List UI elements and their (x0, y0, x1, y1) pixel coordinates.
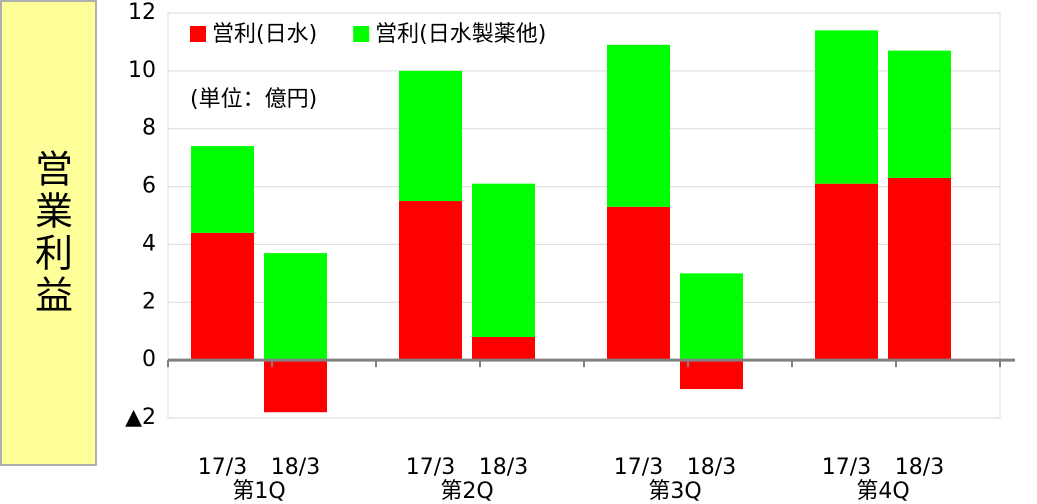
bar (399, 201, 462, 361)
bar (191, 232, 254, 361)
bar (399, 70, 462, 202)
bar (680, 360, 743, 390)
y-tick-label: 6 (142, 174, 156, 199)
bar (815, 183, 878, 361)
bar (680, 273, 743, 361)
annotation: (単位：億円) (190, 87, 317, 112)
group-label: 第3Q (648, 479, 701, 504)
legend-label: 営利(日水) (212, 22, 317, 47)
x-tick-label: 18/3 (271, 455, 320, 480)
legend-swatch (353, 26, 370, 42)
bar (191, 146, 254, 233)
bar (888, 50, 951, 178)
bar (888, 177, 951, 361)
y-tick-label: 2 (142, 289, 156, 314)
x-tick-label: 17/3 (614, 455, 663, 480)
y-tick-label: ▲2 (125, 405, 156, 430)
ylabel-box (0, 0, 97, 466)
bar (815, 30, 878, 184)
y-tick-label: 10 (128, 58, 156, 83)
legend-swatch (190, 26, 206, 42)
group-label: 第4Q (856, 479, 909, 504)
y-tick-label: 0 (142, 347, 156, 372)
y-axis-label: 営業利益 (29, 149, 73, 317)
x-tick-label: 18/3 (895, 455, 944, 480)
legend-label: 営利(日水製薬他) (375, 22, 546, 47)
group-label: 第1Q (232, 479, 285, 504)
bar (472, 183, 535, 337)
x-tick-label: 18/3 (687, 455, 736, 480)
bar (607, 206, 670, 361)
x-tick-label: 17/3 (822, 455, 871, 480)
bar (472, 337, 535, 361)
bar (264, 253, 327, 361)
bar (607, 44, 670, 207)
y-tick-label: 8 (142, 116, 156, 141)
y-tick-label: 12 (128, 0, 156, 25)
y-tick-label: 4 (142, 231, 156, 256)
x-tick-label: 18/3 (479, 455, 528, 480)
x-tick-label: 17/3 (198, 455, 247, 480)
bar (264, 360, 327, 413)
x-tick-label: 17/3 (406, 455, 455, 480)
group-label: 第2Q (440, 479, 493, 504)
